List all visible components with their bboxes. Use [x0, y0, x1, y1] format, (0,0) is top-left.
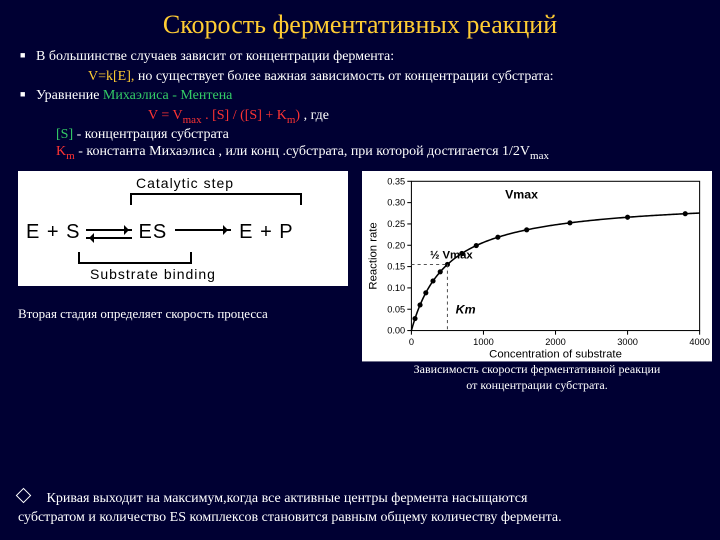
panel-left: Catalytic step E + S ES E + P Substrate …	[18, 171, 348, 322]
b2-name: Михаэлиса - Ментена	[103, 88, 232, 103]
slide-title: Скорость ферментативных реакций	[0, 0, 720, 46]
arrow-icon	[175, 229, 231, 231]
scheme-row: E + S ES E + P	[26, 221, 340, 244]
svg-text:Reaction rate: Reaction rate	[367, 223, 379, 290]
svg-text:0.20: 0.20	[387, 241, 405, 251]
line-km: Km - константа Михаэлиса , или конц .суб…	[18, 144, 702, 162]
content: В большинстве случаев зависит от концент…	[0, 48, 720, 161]
eq1-formula: V=k[E],	[88, 69, 134, 84]
bullet-1: В большинстве случаев зависит от концент…	[18, 48, 702, 67]
svg-text:0.05: 0.05	[387, 305, 405, 315]
svg-text:0.30: 0.30	[387, 198, 405, 208]
km-symbol: Km	[56, 144, 75, 159]
eq1-text: но существует более важная зависимость о…	[134, 69, 553, 84]
chart-svg: 0.00 0.05 0.10 0.15 0.20 0.25 0.30 0.35 0 1000 200…	[362, 171, 712, 361]
equation-1: V=k[E], но существует более важная завис…	[18, 69, 702, 85]
label-catalytic: Catalytic step	[136, 175, 234, 191]
svg-text:0.25: 0.25	[387, 219, 405, 229]
svg-text:Vmax: Vmax	[505, 188, 538, 202]
eq2-where: , где	[300, 108, 329, 123]
svg-text:3000: 3000	[617, 337, 638, 347]
svg-text:4000: 4000	[689, 337, 710, 347]
svg-text:½ Vmax: ½ Vmax	[430, 250, 473, 262]
eq2-part-a: V = Vmax . [S] / ([S] + Km)	[148, 108, 300, 123]
panels: Catalytic step E + S ES E + P Substrate …	[0, 171, 720, 393]
scheme-mid: ES	[138, 221, 167, 244]
svg-text:2000: 2000	[545, 337, 566, 347]
svg-text:0.35: 0.35	[387, 177, 405, 187]
svg-text:1000: 1000	[473, 337, 494, 347]
scheme-ep: E + P	[239, 221, 293, 244]
b2-text: Уравнение	[36, 88, 103, 103]
diamond-icon	[16, 488, 32, 504]
km-vmax-sub: max	[530, 149, 549, 161]
caption-left: Вторая стадия определяет скорость процес…	[18, 306, 348, 322]
svg-text:0.15: 0.15	[387, 262, 405, 272]
svg-text:0.00: 0.00	[387, 326, 405, 336]
caption-right: Зависимость скорости ферментативной реак…	[362, 362, 712, 393]
km-desc: - константа Михаэлиса , или конц .субстр…	[75, 144, 530, 159]
bracket-bottom	[78, 252, 192, 264]
foot-line1: Кривая выходит на максимум,когда все акт…	[43, 491, 527, 506]
reaction-scheme: Catalytic step E + S ES E + P Substrate …	[18, 171, 348, 286]
bullet-2: Уравнение Михаэлиса - Ментена	[18, 87, 702, 106]
foot-line2: субстратом и количество ES комплексов ст…	[18, 510, 562, 525]
footer: Кривая выходит на максимум,когда все акт…	[18, 490, 702, 528]
equation-2: V = Vmax . [S] / ([S] + Km) , где	[18, 108, 702, 126]
label-substrate: Substrate binding	[90, 266, 216, 282]
svg-text:0: 0	[409, 337, 414, 347]
mm-chart: 0.00 0.05 0.10 0.15 0.20 0.25 0.30 0.35 0 1000 200…	[362, 171, 712, 356]
s-symbol: [S]	[56, 127, 73, 142]
scheme-es: E + S	[26, 221, 80, 244]
panel-right: 0.00 0.05 0.10 0.15 0.20 0.25 0.30 0.35 0 1000 200…	[362, 171, 712, 393]
bracket-top	[130, 193, 302, 205]
s-desc: - концентрация субстрата	[73, 127, 229, 142]
svg-text:Concentration of substrate: Concentration of substrate	[489, 349, 622, 361]
svg-text:0.10: 0.10	[387, 283, 405, 293]
line-s: [S] - концентрация субстрата	[18, 127, 702, 143]
svg-text:Km: Km	[456, 303, 476, 317]
